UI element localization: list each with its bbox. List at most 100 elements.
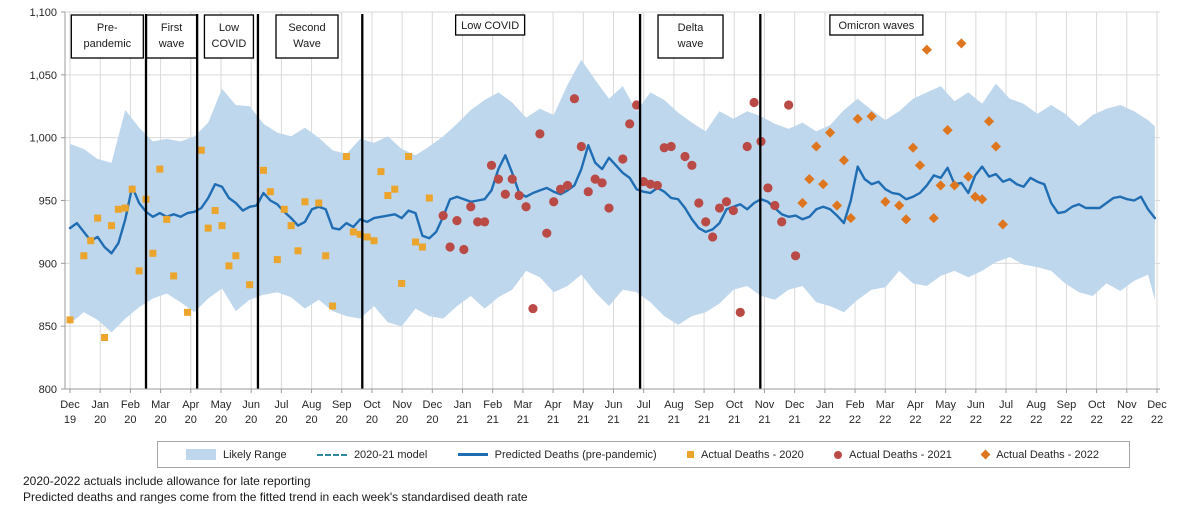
x-tick-label-month: Oct bbox=[1088, 399, 1105, 411]
actual-2021-point bbox=[632, 100, 642, 110]
x-tick-label-month: Aug bbox=[1026, 399, 1046, 411]
legend-item-4: Actual Deaths - 2020 bbox=[687, 449, 804, 461]
actual-2021-point bbox=[480, 217, 490, 227]
x-tick-label-year: 22 bbox=[819, 414, 831, 426]
actual-2021-point bbox=[466, 202, 476, 212]
actual-2021-point bbox=[493, 174, 504, 184]
actual-2020-point bbox=[114, 205, 122, 213]
x-tick-label-month: Jun bbox=[605, 399, 623, 411]
x-tick-label-month: May bbox=[211, 399, 232, 411]
actual-2021-point bbox=[680, 151, 690, 162]
region-labels: Pre-pandemic First wave Low COVID Second Wave L… bbox=[70, 14, 924, 59]
x-tick-label-year: 22 bbox=[1090, 414, 1102, 426]
actual-2021-point bbox=[618, 154, 628, 164]
x-tick-label-year: 21 bbox=[728, 414, 740, 426]
actual-2020-point bbox=[101, 333, 109, 341]
actual-2021-point bbox=[749, 97, 759, 108]
legend-item-2: 2020-21 model bbox=[316, 449, 427, 461]
actual-2021-point bbox=[714, 203, 725, 213]
x-tick-label-month: Aug bbox=[664, 399, 684, 411]
dashed-line-swatch bbox=[316, 453, 347, 456]
y-tick-label: 850 bbox=[39, 321, 57, 333]
footnote-line-1: 2020-2022 actuals include allowance for … bbox=[23, 474, 311, 488]
x-tick-label-year: 20 bbox=[426, 414, 438, 426]
x-tick-label-month: Mar bbox=[876, 399, 895, 411]
region-label-box bbox=[275, 14, 339, 59]
excess-deaths-chart: Pre-pandemic First wave Low COVID Second Wave L… bbox=[29, 7, 1167, 426]
actual-2021-point bbox=[500, 189, 510, 199]
actual-2020-point bbox=[87, 237, 95, 245]
actual-2021-point bbox=[777, 217, 787, 227]
actual-2022-point bbox=[983, 116, 995, 127]
actual-2021-point bbox=[645, 179, 656, 189]
actual-2020-point bbox=[363, 233, 371, 241]
region-label-text: Second bbox=[288, 22, 325, 34]
actual-2020-point bbox=[315, 199, 323, 207]
region-label-text: wave bbox=[677, 38, 704, 50]
actual-2021-point bbox=[569, 94, 580, 104]
x-tick-label-year: 22 bbox=[909, 414, 921, 426]
actual-2021-point bbox=[659, 143, 669, 153]
x-tick-label-month: Jul bbox=[999, 399, 1013, 411]
actual-2021-points bbox=[438, 94, 801, 317]
actual-2021-point bbox=[521, 202, 531, 212]
x-tick-label-month: Mar bbox=[513, 399, 532, 411]
actual-2021-point bbox=[625, 119, 635, 129]
predicted-deaths-line bbox=[68, 143, 1157, 255]
x-tick-label-year: 20 bbox=[305, 414, 317, 426]
actual-2021-point bbox=[742, 141, 752, 152]
actual-2021-point bbox=[604, 203, 614, 213]
actual-2021-point bbox=[652, 180, 662, 191]
x-tick-label-year: 21 bbox=[758, 414, 770, 426]
actual-2020-point bbox=[135, 267, 143, 275]
actual-2021-point bbox=[597, 178, 607, 188]
region-label-box bbox=[203, 14, 255, 59]
actual-2020-point bbox=[294, 247, 302, 255]
x-tick-label-month: Dec bbox=[60, 399, 80, 411]
x-tick-label-year: 21 bbox=[487, 414, 499, 426]
actual-2021-point bbox=[735, 307, 745, 317]
actual-2021-point bbox=[459, 244, 469, 255]
x-tick-label-month: Jun bbox=[967, 399, 985, 411]
actual-2020-point bbox=[418, 243, 426, 251]
diamond-marker-swatch bbox=[980, 449, 991, 460]
actual-2020-point bbox=[66, 316, 74, 324]
actual-2021-point bbox=[507, 174, 517, 184]
actual-2021-point bbox=[666, 141, 676, 152]
actual-2020-point bbox=[211, 207, 219, 215]
actual-2020-point bbox=[225, 262, 233, 270]
x-tick-label-month: Sep bbox=[332, 399, 352, 411]
legend-item-3: Predicted Deaths (pre-pandemic) bbox=[457, 449, 657, 461]
actual-2020-point bbox=[121, 204, 129, 212]
actual-2022-point bbox=[921, 44, 932, 55]
legend-label: Likely Range bbox=[223, 448, 287, 461]
x-tick-label-month: Dec bbox=[423, 399, 443, 411]
x-tick-label-month: Apr bbox=[907, 399, 924, 411]
x-tick-label-month: Feb bbox=[483, 399, 502, 411]
x-tick-label-year: 22 bbox=[1000, 414, 1012, 426]
legend-item-1: Likely Range bbox=[186, 449, 287, 461]
actual-2021-point bbox=[514, 190, 524, 201]
actual-2020-point bbox=[94, 214, 102, 222]
actual-2020-point bbox=[356, 230, 364, 238]
actual-2021-point bbox=[763, 183, 773, 193]
x-tick-label-year: 20 bbox=[336, 414, 348, 426]
actual-2020-point bbox=[322, 252, 330, 260]
actual-2020-point bbox=[342, 153, 350, 161]
actual-2020-point bbox=[218, 222, 226, 230]
y-tick-label: 900 bbox=[39, 258, 57, 270]
x-tick-label-month: Sep bbox=[1057, 399, 1077, 411]
region-label-text: Wave bbox=[293, 38, 321, 50]
actual-2020-point bbox=[80, 252, 88, 260]
actual-2021-point bbox=[708, 232, 718, 242]
actual-2021-point bbox=[549, 197, 559, 207]
region-label-box bbox=[454, 14, 526, 36]
actual-2020-point bbox=[128, 185, 136, 193]
y-tick-label: 1,000 bbox=[29, 133, 57, 145]
region-label-text: First bbox=[161, 22, 182, 34]
actual-2021-point bbox=[562, 180, 573, 191]
x-tick-label-year: 20 bbox=[185, 414, 197, 426]
x-tick-label-year: 21 bbox=[517, 414, 529, 426]
actual-2021-point bbox=[535, 129, 545, 139]
region-label-text: Low COVID bbox=[461, 20, 519, 32]
